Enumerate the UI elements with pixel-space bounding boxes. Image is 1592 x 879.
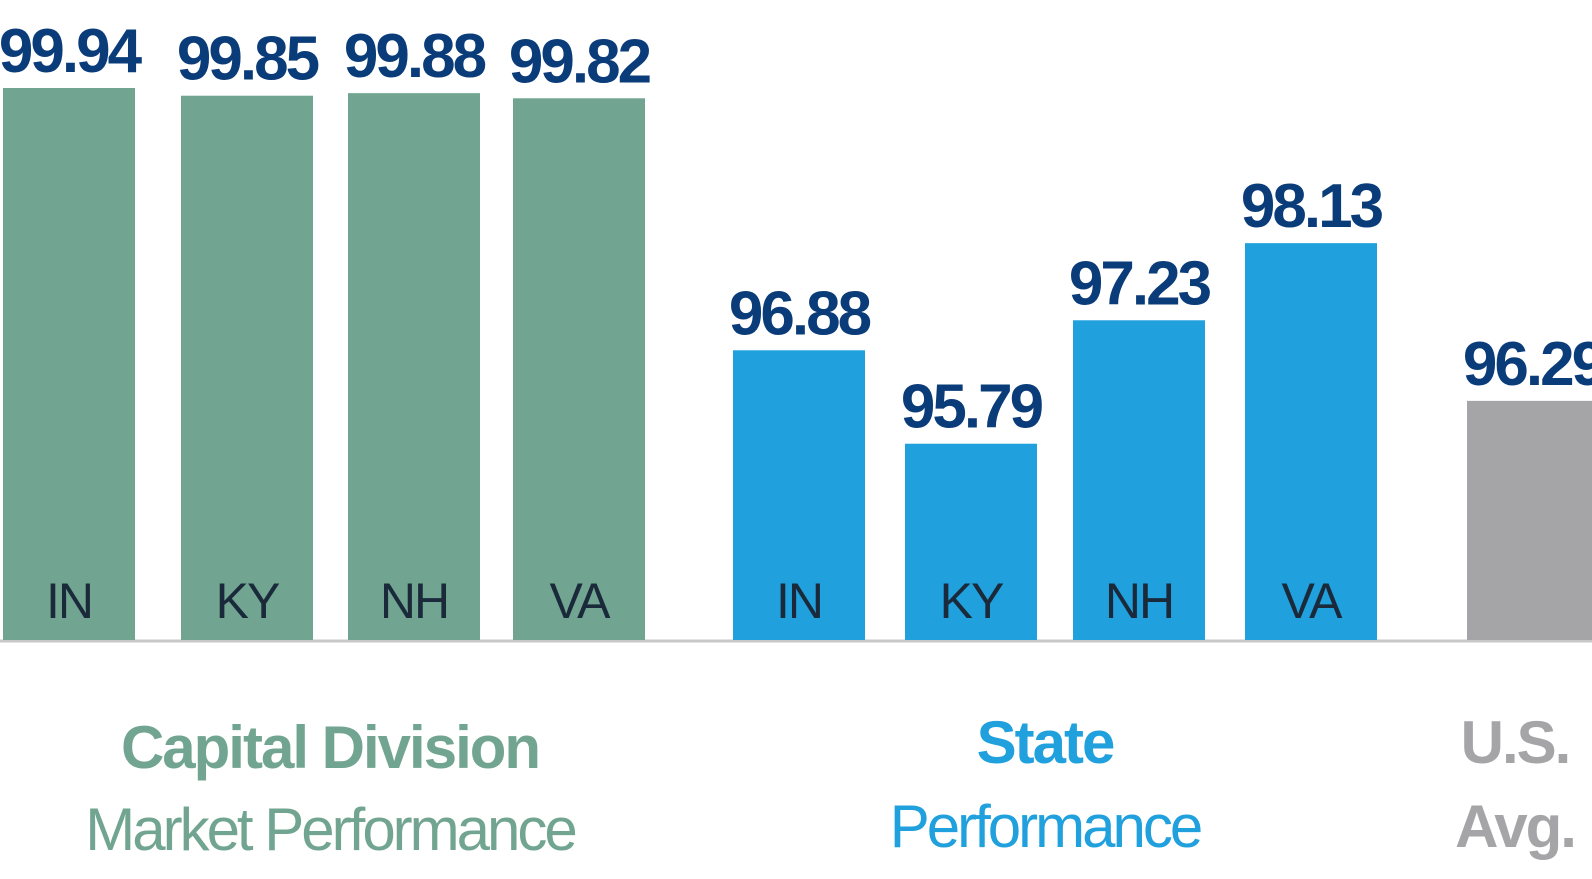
category-label-2-in: IN [776, 573, 822, 629]
group-subtitle-avg: Avg. [1455, 793, 1577, 860]
value-label-2-va: 98.13 [1241, 172, 1383, 241]
group-title-us: U.S. [1460, 709, 1572, 776]
bar-1-in [3, 88, 135, 640]
value-label-2-ky: 95.79 [901, 373, 1043, 442]
value-label-1-ky: 99.85 [177, 25, 319, 94]
value-label-2-nh: 97.23 [1069, 249, 1211, 318]
group-subtitle-state-performance: Performance [889, 793, 1203, 860]
category-label-1-va: VA [550, 573, 612, 629]
category-label-1-ky: KY [216, 573, 280, 629]
labels-layer: 99.94 IN 99.85 KY 99.88 NH 99.82 VA 96.88 IN 95.79… [0, 17, 1592, 629]
category-label-2-nh: NH [1105, 573, 1173, 629]
category-label-1-in: IN [46, 573, 92, 629]
bar-2-in [733, 350, 865, 640]
bar-1-ky [181, 95, 313, 640]
value-label-1-in: 99.94 [0, 17, 143, 86]
group-subtitle-market-performance: Market Performance [85, 796, 578, 863]
bar-1-nh [348, 93, 480, 640]
bar-3-us [1467, 400, 1592, 640]
bar-2-nh [1073, 320, 1205, 640]
bar-2-ky [905, 443, 1037, 640]
bars-layer [3, 88, 1592, 641]
group-title-state: State [976, 709, 1116, 776]
value-label-1-va: 99.82 [509, 27, 650, 96]
value-label-1-nh: 99.88 [344, 22, 486, 91]
category-label-2-ky: KY [940, 573, 1004, 629]
bar-1-va [513, 98, 645, 641]
value-label-3-us: 96.29 [1463, 330, 1592, 399]
bar-2-va [1245, 243, 1377, 640]
group-title-capital-division: Capital Division [120, 714, 541, 781]
category-label-1-nh: NH [380, 573, 448, 629]
category-label-2-va: VA [1282, 573, 1344, 629]
value-label-2-in: 96.88 [729, 279, 871, 348]
